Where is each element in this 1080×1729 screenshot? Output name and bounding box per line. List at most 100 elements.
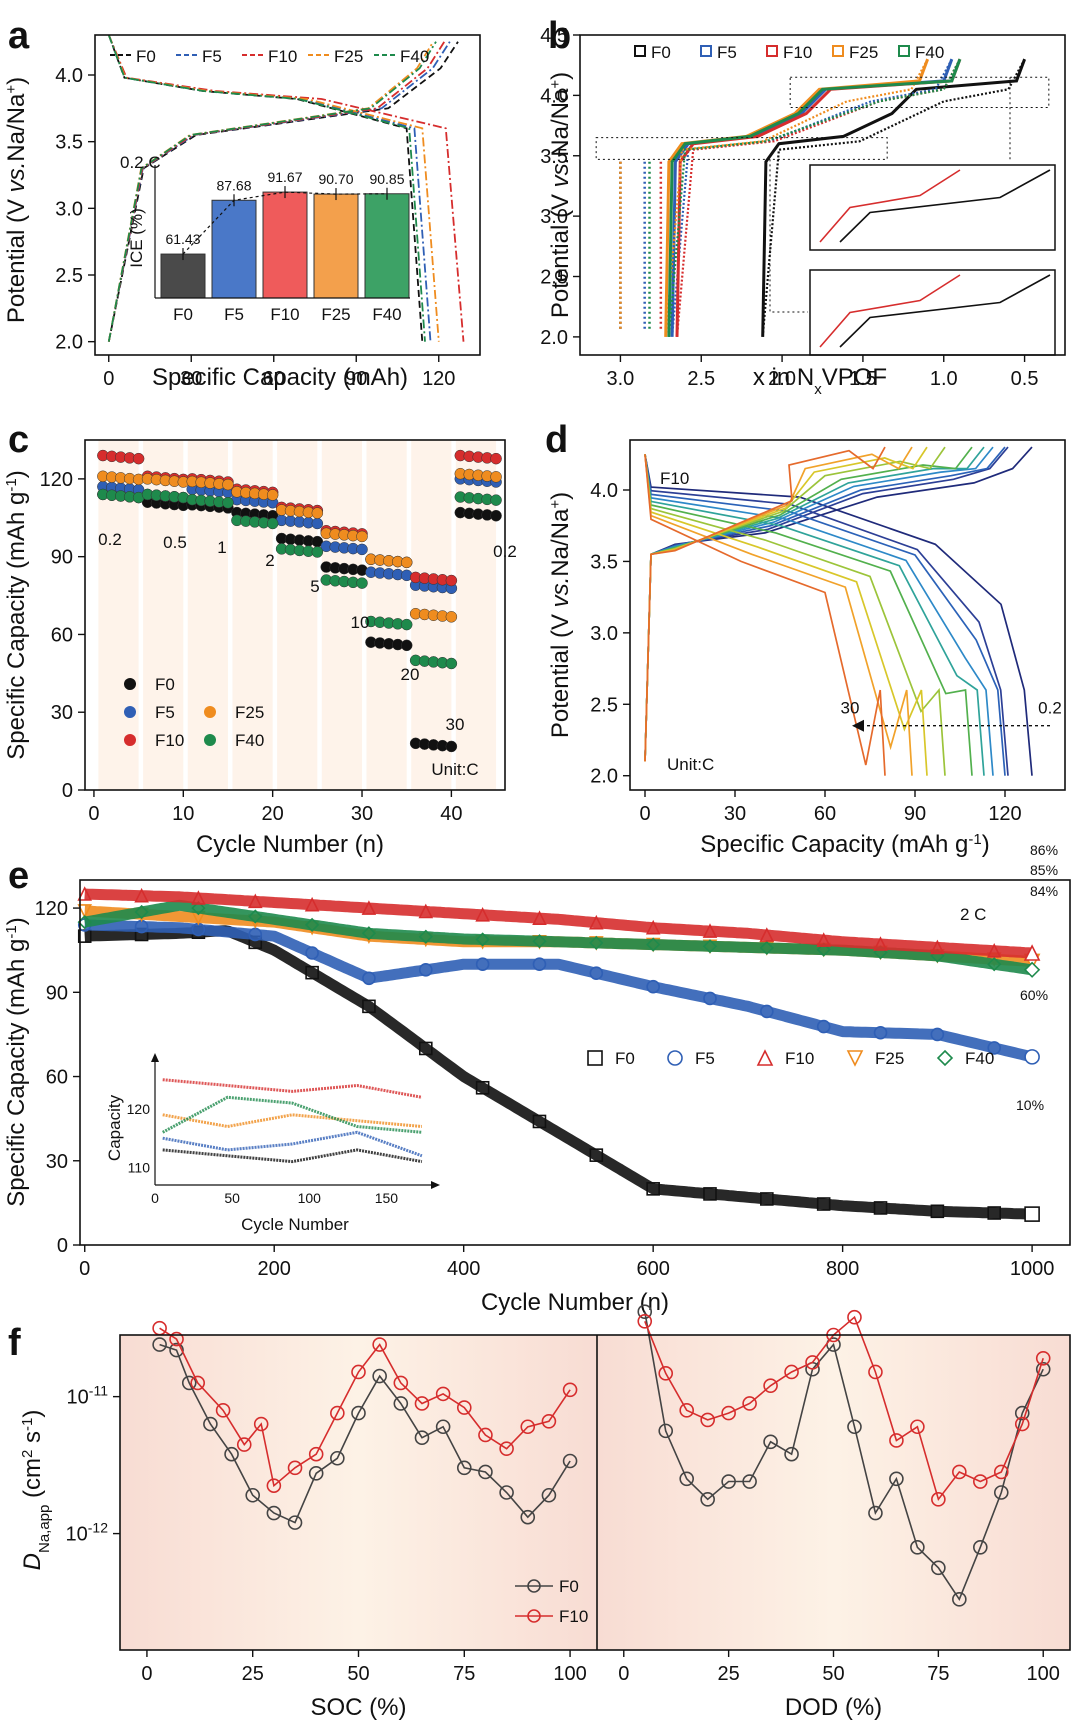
point-F0 [952, 1592, 967, 1607]
point-F0 [910, 1539, 925, 1555]
point-F25 [222, 478, 234, 491]
legend-label-F25: F25 [849, 43, 878, 62]
point-F0 [1014, 1405, 1030, 1421]
y-axis-title-part: vs. [547, 577, 574, 608]
x-axis-title: Cycle Number (n) [196, 831, 384, 858]
legend-label-F0: F0 [615, 1049, 635, 1068]
x-axis-title-part: Specific Capacity (mAh g [700, 831, 968, 858]
series-line-F10 [644, 1315, 1044, 1502]
rate-label-30: 30 [446, 715, 465, 734]
inset-category-F40: F40 [372, 305, 401, 324]
retention-label-F40: 84% [1030, 883, 1058, 899]
point-F0 [475, 1080, 490, 1095]
y-tick-label: 3.5 [55, 132, 83, 154]
zoom-inset [809, 164, 1056, 251]
rate-label-20: 20 [401, 665, 420, 684]
y-axis-title-part: + [3, 85, 20, 94]
series-line-F0 [644, 1311, 1044, 1602]
plot-frame [579, 34, 1066, 356]
y-tick-label: 2.0 [55, 332, 83, 354]
inset-category-F0: F0 [173, 305, 193, 324]
point-F10 [589, 914, 604, 930]
point-F25 [311, 507, 324, 519]
legend-label-F25: F25 [334, 47, 363, 66]
point-F5 [987, 1041, 1002, 1055]
point-F5 [362, 971, 376, 986]
point-F10 [910, 1419, 925, 1435]
rate-label-5: 5 [310, 577, 319, 596]
y-axis-title-part: ) [3, 77, 30, 85]
point-F5 [532, 957, 547, 972]
panel-e: e 10% 60% 86% 85% 84% 2 C F0 F5 F10 F25 F40 0 50 100 15… [3, 842, 1071, 1316]
zoom-box-low [595, 137, 888, 160]
inset-arrow [431, 1181, 440, 1189]
inset-category-F10: F10 [270, 305, 299, 324]
point-F5 [873, 1025, 888, 1040]
inset-bar-value: 90.70 [318, 171, 353, 187]
point-F10 [330, 1405, 345, 1421]
x-tick-label: 30 [351, 803, 373, 825]
point-F10 [816, 932, 831, 947]
data-band-F10 [83, 888, 1034, 959]
point-F0 [589, 1148, 604, 1162]
panel-letter-a: a [8, 15, 30, 57]
legend-label-F40: F40 [915, 43, 944, 62]
point-F10 [490, 452, 502, 465]
point-F5 [703, 991, 717, 1006]
point-F0 [351, 1405, 366, 1421]
retention-label-F10: 86% [1030, 842, 1058, 858]
charge-curve-F40 [667, 58, 962, 337]
y-tick-exp: -12 [88, 1520, 108, 1536]
x-tick-label: 0 [618, 1663, 629, 1685]
point-F10 [499, 1441, 514, 1456]
x-tick-label: 2.0 [768, 368, 796, 390]
rate-label-0.5: 0.5 [163, 533, 187, 552]
y-tick-label: 2.0 [590, 766, 618, 788]
point-F5 [1024, 1049, 1040, 1065]
inset-x-tick: 150 [375, 1190, 399, 1206]
point-F10 [418, 903, 434, 919]
point-F0 [490, 509, 502, 522]
point-F25 [266, 489, 279, 501]
point-F10 [756, 1049, 774, 1066]
point-F0 [562, 1453, 578, 1469]
rate-label-10: 10 [351, 613, 370, 632]
zoom-curve-F0 [839, 274, 1051, 348]
legend-label-F5: F5 [202, 47, 222, 66]
point-F0 [520, 1509, 536, 1525]
x-axis-title-part: -1 [968, 831, 981, 848]
y-tick-label: 2.5 [590, 694, 618, 716]
point-F10 [456, 1400, 472, 1415]
x-tick-label: 120 [988, 803, 1021, 825]
y-tick-label: 3.5 [540, 146, 568, 168]
point-F10 [658, 1366, 674, 1381]
y-axis-title-part: Specific Capacity (mAh g [3, 939, 30, 1207]
point-F0 [847, 1419, 862, 1435]
point-F40 [646, 937, 661, 952]
legend-label-F5: F5 [695, 1049, 715, 1068]
point-F0 [308, 1466, 324, 1481]
point-F40 [311, 546, 324, 558]
y-axis-title-part: Na/Na [3, 93, 30, 162]
point-F10 [973, 1474, 988, 1489]
point-F0 [700, 1492, 715, 1507]
y-tick-label: 120 [35, 898, 68, 920]
point-F0 [181, 1375, 197, 1391]
point-F10 [132, 452, 145, 465]
y-axis-title-part: 2 [19, 1450, 36, 1458]
point-F40 [532, 934, 547, 949]
y-axis-title-part: + [547, 80, 564, 89]
point-F0 [816, 1197, 831, 1211]
point-F0 [245, 1487, 261, 1503]
y-axis-title-part: Specific Capacity (mAh g [3, 492, 30, 760]
rate-band [321, 440, 363, 790]
y-tick-label: 10-12 [66, 1520, 109, 1546]
point-F10 [1014, 1416, 1030, 1432]
legend-marker-F10 [766, 45, 778, 57]
discharge-curve-F40 [107, 34, 426, 342]
x-axis-title: x in NxVPOF [753, 364, 887, 398]
point-F0 [973, 1539, 988, 1555]
point-F10 [562, 1382, 578, 1398]
x-tick-label: 90 [904, 803, 926, 825]
y-tick-label: 3.0 [590, 623, 618, 645]
